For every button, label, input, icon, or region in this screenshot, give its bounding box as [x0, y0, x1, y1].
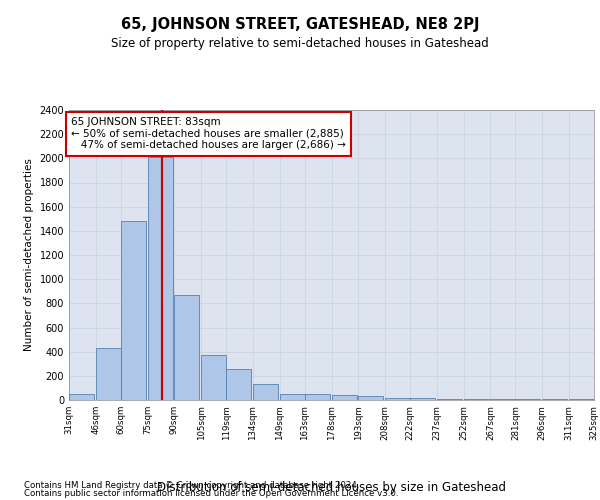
Bar [410, 398, 435, 400]
Text: Contains HM Land Registry data © Crown copyright and database right 2024.: Contains HM Land Registry data © Crown c… [24, 480, 359, 490]
Bar [96, 348, 121, 400]
Bar [437, 399, 462, 400]
Bar [358, 396, 383, 400]
Bar [280, 394, 305, 400]
Bar [201, 354, 226, 400]
Bar [175, 295, 199, 400]
Y-axis label: Number of semi-detached properties: Number of semi-detached properties [24, 158, 34, 352]
Bar [148, 157, 173, 400]
Bar [121, 221, 146, 400]
Bar [226, 368, 251, 400]
Bar [69, 394, 94, 400]
Bar [305, 394, 330, 400]
X-axis label: Distribution of semi-detached houses by size in Gateshead: Distribution of semi-detached houses by … [157, 482, 506, 494]
Text: 65, JOHNSON STREET, GATESHEAD, NE8 2PJ: 65, JOHNSON STREET, GATESHEAD, NE8 2PJ [121, 18, 479, 32]
Bar [331, 394, 356, 400]
Text: Size of property relative to semi-detached houses in Gateshead: Size of property relative to semi-detach… [111, 38, 489, 51]
Bar [253, 384, 278, 400]
Text: 65 JOHNSON STREET: 83sqm
← 50% of semi-detached houses are smaller (2,885)
   47: 65 JOHNSON STREET: 83sqm ← 50% of semi-d… [71, 117, 346, 150]
Bar [385, 398, 410, 400]
Text: Contains public sector information licensed under the Open Government Licence v3: Contains public sector information licen… [24, 489, 398, 498]
